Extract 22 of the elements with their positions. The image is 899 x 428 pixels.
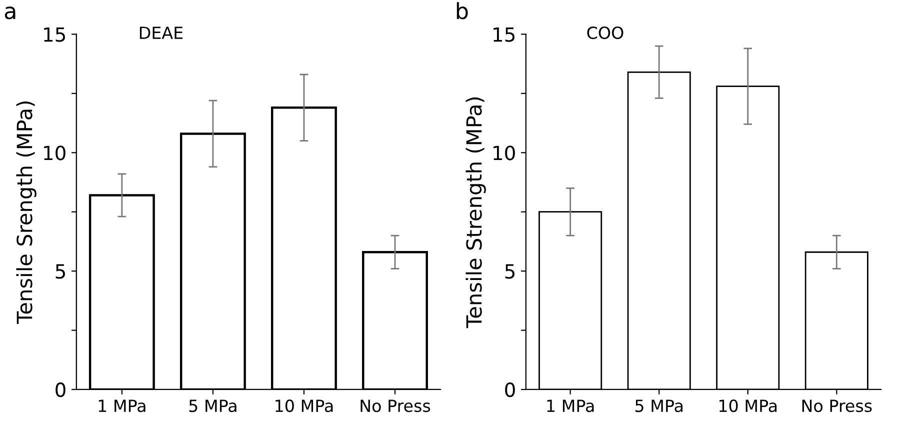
y-tick-label: 10 (44, 146, 66, 160)
y-axis-title: Tensile Strength (MPa) (466, 97, 486, 328)
y-tick-label: 15 (44, 27, 65, 42)
x-tick-label: 5 MPa (635, 400, 682, 412)
x-tick-label: No Press (360, 400, 430, 412)
y-tick-label: 10 (494, 146, 515, 160)
y-tick-label: 15 (494, 27, 514, 42)
chart-title: a (4, 6, 16, 20)
chart-subtitle: DEAE (140, 26, 183, 39)
y-tick-label: 0 (505, 382, 515, 398)
x-tick-label: 1 MPa (547, 400, 594, 412)
x-tick-label: 10 MPa (276, 399, 333, 412)
y-tick-label: 0 (56, 382, 66, 398)
chart-title: b (456, 2, 468, 20)
y-tick-label: 5 (505, 264, 514, 279)
x-tick-label: No Press (802, 400, 872, 412)
x-tick-label: 1 MPa (98, 400, 146, 412)
x-tick-label: 5 MPa (189, 400, 236, 412)
y-axis-title: Tensile Srength (MPa) (16, 102, 36, 324)
x-tick-label: 10 MPa (719, 399, 777, 412)
chart-subtitle: COO (587, 26, 624, 40)
y-tick-label: 5 (56, 264, 65, 279)
